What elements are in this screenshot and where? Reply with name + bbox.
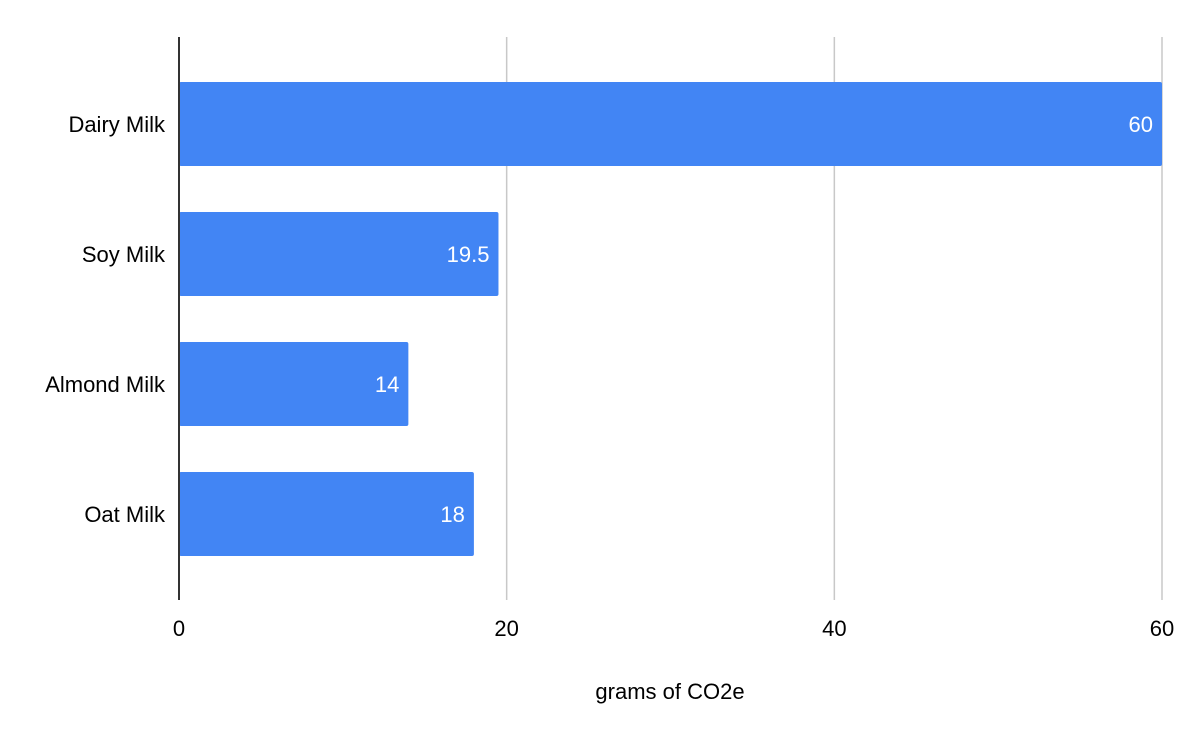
- x-axis-title: grams of CO2e: [595, 679, 744, 704]
- bars: [179, 82, 1162, 556]
- labels: 0 20 40 60 Dairy Milk 60 Soy Milk 19.5 Almond Mi…: [45, 112, 1174, 641]
- x-tick-label-60: 60: [1150, 616, 1174, 641]
- x-tick-label-40: 40: [822, 616, 846, 641]
- bar-almond-milk: [179, 342, 409, 426]
- bar-soy-milk: [179, 212, 499, 296]
- bar-oat-milk: [179, 472, 474, 556]
- data-label-dairy-milk: 60: [1129, 112, 1153, 137]
- category-label-soy-milk: Soy Milk: [82, 242, 166, 267]
- category-label-almond-milk: Almond Milk: [45, 372, 166, 397]
- bar-dairy-milk: [179, 82, 1162, 166]
- x-tick-label-0: 0: [173, 616, 185, 641]
- x-tick-label-20: 20: [494, 616, 518, 641]
- category-label-oat-milk: Oat Milk: [84, 502, 166, 527]
- category-label-dairy-milk: Dairy Milk: [68, 112, 166, 137]
- data-label-soy-milk: 19.5: [447, 242, 490, 267]
- data-label-almond-milk: 14: [375, 372, 399, 397]
- data-label-oat-milk: 18: [440, 502, 464, 527]
